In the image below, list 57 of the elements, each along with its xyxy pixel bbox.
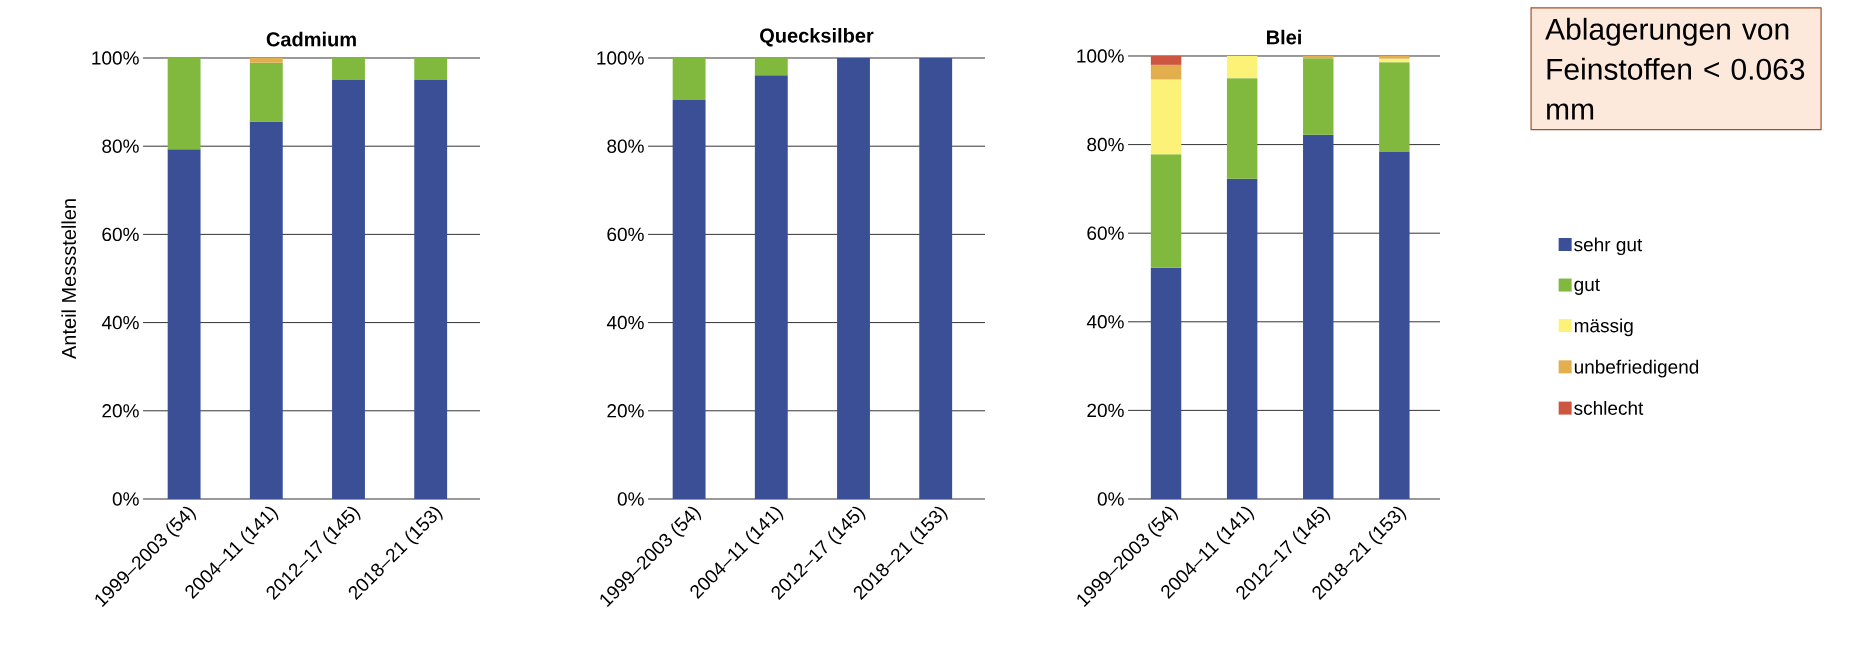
y-tick-label: 40% [606, 315, 644, 330]
bar [1379, 62, 1410, 153]
bar [1303, 58, 1334, 135]
y-tick-label: 20% [1087, 403, 1124, 418]
y-tick-label: 100% [1077, 49, 1124, 63]
bar [1150, 79, 1182, 155]
chart-title: Blei [1267, 29, 1301, 45]
text: Ablagerungen von Feinstoffen < 0.063 mm [1545, 17, 1805, 120]
y-tick-label: 40% [1086, 315, 1124, 329]
legend-label: mässig [1574, 318, 1633, 337]
bar [1226, 178, 1258, 499]
bar [249, 57, 283, 63]
bar [1379, 55, 1410, 59]
bar [1303, 134, 1334, 499]
y-axis-title: Anteil Messstellen [61, 199, 77, 360]
bar [414, 57, 448, 81]
y-tick-label: 60% [607, 227, 644, 242]
bar [672, 57, 706, 100]
y-tick-label: 0% [617, 492, 644, 506]
y-tick-label: 100% [92, 51, 139, 65]
legend-label: schlecht [1574, 400, 1644, 415]
y-tick-label: 0% [1097, 492, 1124, 506]
bar [754, 57, 788, 76]
legend-label: sehr gut [1574, 237, 1643, 256]
bar [332, 57, 365, 81]
chart-title: Cadmium [266, 31, 356, 47]
y-tick-label: 20% [102, 404, 139, 418]
bar [249, 62, 283, 122]
bar [919, 57, 953, 499]
bar [1150, 154, 1182, 268]
bar [837, 57, 870, 499]
y-tick-label: 60% [1087, 226, 1124, 240]
bar [672, 99, 706, 499]
y-tick-label: 0% [112, 492, 139, 506]
bar [1150, 55, 1182, 65]
y-tick-label: 60% [102, 227, 139, 242]
y-tick-label: 100% [597, 51, 644, 65]
y-tick-label: 20% [607, 404, 644, 418]
y-tick-label: 80% [102, 139, 139, 153]
legend-label: gut [1574, 278, 1600, 295]
y-tick-label: 80% [1087, 137, 1124, 152]
bar [1226, 78, 1258, 179]
bar [1150, 267, 1182, 499]
bar [754, 75, 788, 499]
bar [1150, 64, 1182, 80]
bar [249, 121, 283, 499]
bar [1303, 55, 1334, 59]
y-tick-label: 40% [101, 315, 139, 330]
legend-label: unbefriedigend [1574, 359, 1699, 378]
chart-title: Quecksilber [760, 28, 874, 47]
bar [1379, 152, 1410, 499]
bar [414, 80, 448, 499]
bar [167, 149, 201, 499]
bar [332, 80, 365, 499]
y-tick-label: 80% [607, 139, 644, 153]
bar [1226, 55, 1258, 79]
bar [167, 57, 201, 150]
